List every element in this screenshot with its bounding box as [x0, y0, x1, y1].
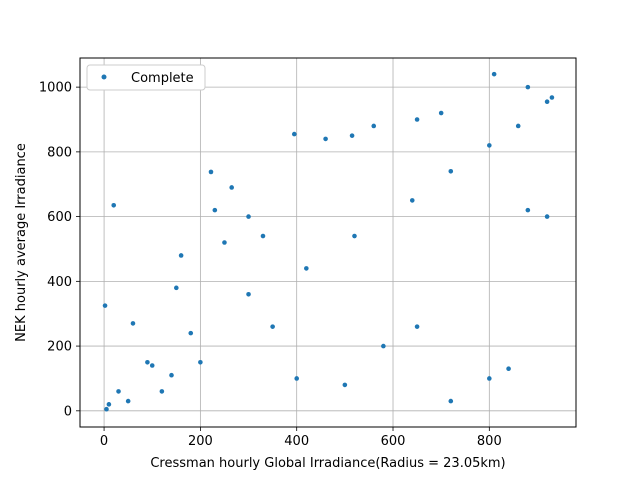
data-point	[294, 376, 299, 381]
x-axis-label: Cressman hourly Global Irradiance(Radius…	[150, 456, 505, 471]
x-tick-label: 400	[284, 434, 309, 449]
data-point	[414, 324, 420, 329]
data-point	[342, 382, 348, 388]
data-point	[487, 143, 492, 148]
data-point	[145, 359, 150, 365]
data-point	[371, 123, 377, 129]
y-tick-label: 600	[47, 210, 72, 225]
y-tick-label: 0	[64, 404, 72, 419]
grid-lines	[80, 58, 576, 427]
data-point	[270, 324, 275, 329]
y-tick-label: 800	[47, 145, 72, 160]
x-tick-label: 600	[381, 434, 406, 449]
data-point	[448, 168, 454, 174]
data-point	[352, 233, 357, 239]
data-point	[208, 169, 214, 175]
scatter-points	[102, 71, 555, 412]
data-point	[229, 185, 234, 190]
data-point	[246, 214, 251, 219]
legend-box	[86, 64, 206, 91]
data-point	[549, 95, 555, 100]
data-point	[169, 372, 174, 378]
x-tick-label: 0	[100, 434, 108, 449]
y-tick-label: 400	[47, 275, 72, 290]
data-point	[491, 71, 497, 77]
data-point	[130, 321, 136, 326]
data-point	[188, 330, 194, 336]
data-point	[212, 207, 218, 213]
x-tick-label: 200	[188, 434, 213, 449]
data-point	[111, 202, 117, 208]
data-point	[125, 398, 131, 404]
data-point	[246, 291, 251, 297]
axis-ticks: 0 200 400 600 800 0 200 400 600 800 1000	[39, 81, 502, 449]
data-point	[102, 303, 108, 308]
data-point	[323, 136, 328, 142]
data-point	[515, 123, 521, 129]
data-point	[198, 359, 203, 365]
data-point	[381, 343, 386, 349]
data-point	[525, 207, 531, 213]
data-point	[116, 389, 121, 394]
legend-label-complete: Complete	[131, 71, 194, 86]
data-point	[409, 198, 415, 203]
data-point	[414, 117, 420, 122]
data-point	[174, 285, 179, 291]
y-axis-label: NEK hourly average Irradiance	[14, 143, 29, 342]
data-point	[506, 366, 511, 372]
legend-marker	[101, 74, 107, 80]
data-point	[304, 266, 309, 271]
data-point	[544, 99, 550, 104]
data-point	[260, 233, 266, 239]
data-point	[149, 363, 155, 368]
plot-frame	[79, 57, 577, 428]
data-point	[448, 398, 454, 404]
data-point	[487, 376, 492, 381]
data-point	[104, 406, 109, 412]
data-point	[438, 110, 444, 116]
legend: Complete	[86, 64, 206, 91]
data-point	[525, 84, 531, 90]
data-point	[544, 214, 550, 219]
y-tick-label: 1000	[39, 81, 72, 96]
data-point	[291, 131, 297, 137]
x-tick-label: 800	[477, 434, 502, 449]
data-point	[159, 389, 165, 394]
data-point	[106, 402, 112, 407]
data-point	[222, 240, 227, 245]
data-point	[178, 253, 184, 258]
y-tick-label: 200	[47, 340, 72, 355]
data-point	[349, 133, 355, 138]
